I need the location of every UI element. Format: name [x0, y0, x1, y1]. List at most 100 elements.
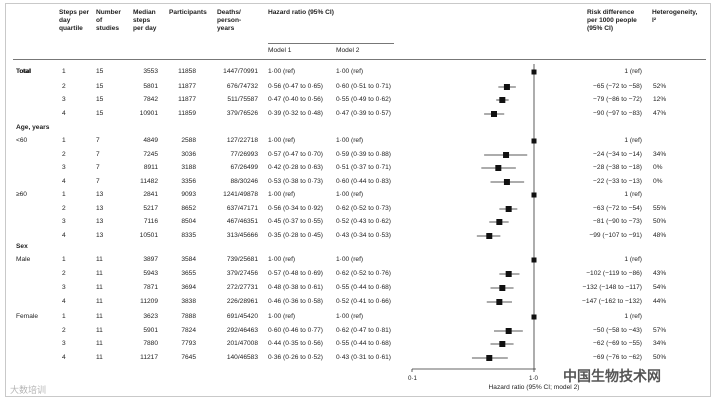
row-deaths: 226/28961 — [226, 298, 258, 305]
row-participants: 7888 — [181, 313, 196, 320]
row-studies: 7 — [96, 178, 100, 185]
row-deaths: 272/27731 — [226, 284, 258, 291]
row-deaths: 379/76526 — [226, 110, 258, 117]
point-marker — [505, 206, 512, 212]
row-model-2: 0·51 (0·37 to 0·71) — [336, 164, 391, 171]
watermark-right: 中国生物技术网 — [563, 369, 661, 385]
row-participants: 11859 — [178, 110, 196, 117]
row-heterogeneity: 44% — [653, 298, 667, 305]
row-model-2: 0·43 (0·34 to 0·53) — [336, 232, 391, 239]
section-sex: Sex — [16, 243, 28, 250]
row-model-1: 0·56 (0·47 to 0·65) — [268, 83, 323, 90]
row-risk-difference: 1 (ref) — [624, 68, 642, 75]
point-marker — [499, 97, 506, 103]
row-risk-difference: −69 (−76 to −62) — [593, 354, 642, 361]
row-median-steps: 7116 — [143, 218, 158, 225]
row-participants: 11858 — [178, 68, 196, 75]
row-model-2: 0·60 (0·44 to 0·83) — [336, 178, 391, 185]
row-risk-difference: −28 (−38 to −18) — [593, 164, 642, 171]
row-median-steps: 11217 — [140, 354, 158, 361]
row-quartile: 3 — [62, 164, 66, 171]
row-model-1: 0·46 (0·36 to 0·58) — [268, 298, 323, 305]
row-deaths: 140/46583 — [226, 354, 258, 361]
row-heterogeneity: 48% — [653, 232, 667, 239]
row-quartile: 2 — [62, 83, 66, 90]
row-deaths: 77/26993 — [230, 151, 258, 158]
point-marker — [495, 165, 502, 171]
point-marker — [531, 257, 537, 263]
row-studies: 13 — [96, 218, 104, 225]
row-participants: 2588 — [181, 137, 196, 144]
header-hazard-ratio: Hazard ratio (95% CI) — [268, 9, 334, 16]
point-marker — [503, 179, 510, 185]
row-studies: 7 — [96, 164, 100, 171]
row-risk-difference: −62 (−69 to −55) — [593, 340, 642, 347]
row-studies: 13 — [96, 191, 104, 198]
row-model-2: 1·00 (ref) — [336, 137, 364, 144]
row-quartile: 3 — [62, 284, 66, 291]
row-studies: 11 — [96, 284, 103, 291]
row-model-2: 0·47 (0·39 to 0·57) — [336, 110, 391, 117]
row-quartile: 4 — [62, 178, 66, 185]
row-deaths: 637/47171 — [226, 205, 258, 212]
row-quartile: 2 — [62, 270, 66, 277]
row-quartile: 4 — [62, 232, 66, 239]
row-studies: 11 — [96, 327, 103, 334]
row-studies: 13 — [96, 205, 104, 212]
figure-frame — [5, 3, 711, 397]
row-deaths: 201/47008 — [226, 340, 258, 347]
row-model-1: 0·39 (0·32 to 0·48) — [268, 110, 323, 117]
row-studies: 11 — [96, 354, 103, 361]
row-heterogeneity: 55% — [653, 205, 667, 212]
row-deaths: 292/46463 — [226, 327, 258, 334]
row-risk-difference: −90 (−97 to −83) — [593, 110, 642, 117]
row-deaths: 88/30246 — [230, 178, 258, 185]
row-participants: 9093 — [181, 191, 196, 198]
row-deaths: 379/27456 — [226, 270, 258, 277]
row-participants: 3356 — [181, 178, 196, 185]
row-quartile: 2 — [62, 205, 66, 212]
row-deaths: 691/45420 — [226, 313, 258, 320]
point-marker — [531, 192, 537, 198]
row-model-2: 0·62 (0·52 to 0·73) — [336, 205, 391, 212]
row-heterogeneity: 54% — [653, 284, 667, 291]
row-group: Total — [16, 68, 30, 75]
x-tick-1-0: 1·0 — [529, 375, 538, 382]
row-model-2: 0·52 (0·41 to 0·66) — [336, 298, 391, 305]
row-model-1: 1·00 (ref) — [268, 313, 296, 320]
row-heterogeneity: 57% — [653, 327, 667, 334]
row-risk-difference: −24 (−34 to −14) — [593, 151, 642, 158]
row-group: <60 — [16, 137, 28, 144]
row-model-2: 0·55 (0·44 to 0·68) — [336, 284, 391, 291]
row-studies: 13 — [96, 232, 104, 239]
header-model-1: Model 1 — [268, 47, 292, 54]
row-studies: 15 — [96, 68, 104, 75]
row-median-steps: 3623 — [143, 313, 158, 320]
row-deaths: 739/25681 — [226, 256, 258, 263]
row-studies: 7 — [96, 137, 100, 144]
row-risk-difference: −132 (−148 to −117) — [582, 284, 642, 291]
row-model-1: 0·60 (0·46 to 0·77) — [268, 327, 323, 334]
row-quartile: 3 — [62, 340, 66, 347]
point-marker — [499, 341, 506, 347]
row-median-steps: 5801 — [143, 83, 158, 90]
row-model-1: 0·42 (0·28 to 0·63) — [268, 164, 323, 171]
header-deaths: Deaths/ person- years — [217, 9, 242, 33]
point-marker — [505, 328, 512, 334]
row-risk-difference: 1 (ref) — [624, 256, 642, 263]
header-bottom-rule — [13, 59, 706, 60]
point-marker — [531, 314, 537, 320]
row-heterogeneity: 47% — [653, 110, 667, 117]
row-participants: 8652 — [181, 205, 196, 212]
row-model-2: 1·00 (ref) — [336, 256, 364, 263]
row-participants: 3036 — [181, 151, 196, 158]
section-total: Total — [16, 68, 32, 75]
point-marker — [486, 233, 493, 239]
point-marker — [531, 69, 537, 75]
point-marker — [486, 355, 493, 361]
row-quartile: 3 — [62, 96, 66, 103]
row-median-steps: 8911 — [143, 164, 158, 171]
row-median-steps: 7842 — [143, 96, 158, 103]
row-group: Male — [16, 256, 31, 263]
row-studies: 11 — [96, 313, 103, 320]
